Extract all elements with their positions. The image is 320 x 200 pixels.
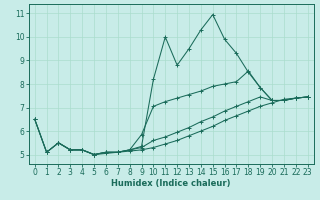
- X-axis label: Humidex (Indice chaleur): Humidex (Indice chaleur): [111, 179, 231, 188]
